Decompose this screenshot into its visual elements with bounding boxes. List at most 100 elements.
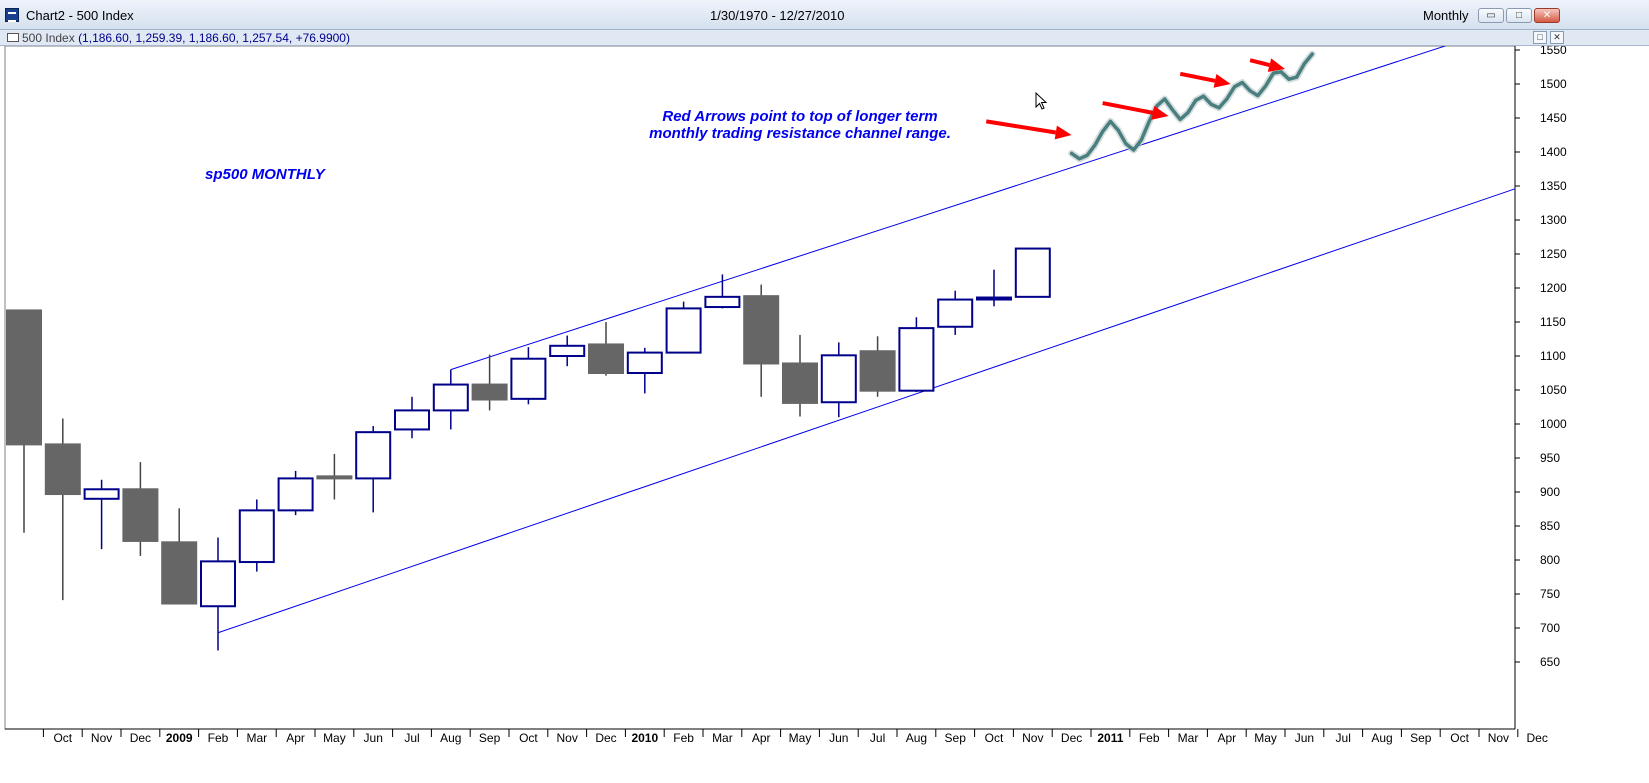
series-values: (1,186.60, 1,259.39, 1,186.60, 1,257.54,… <box>78 31 350 45</box>
candle-body <box>238 509 275 564</box>
close-button[interactable]: ✕ <box>1534 8 1560 23</box>
x-tick-label: Oct <box>1450 731 1469 745</box>
candle-body <box>665 307 702 354</box>
candle-body <box>743 295 780 365</box>
x-tick-label: Feb <box>673 731 694 745</box>
x-tick-label: Aug <box>1371 731 1392 745</box>
candle-body <box>626 351 663 375</box>
candle <box>161 508 198 605</box>
annotation-line-2: monthly trading resistance channel range… <box>649 125 951 142</box>
series-name: 500 Index <box>22 31 75 45</box>
candle-body <box>820 354 857 404</box>
candle <box>277 470 314 516</box>
x-tick-label: Mar <box>712 731 733 745</box>
x-tick-label: Aug <box>906 731 927 745</box>
y-tick-label: 1250 <box>1540 247 1567 261</box>
x-tick-label: Jul <box>404 731 419 745</box>
x-tick-label: May <box>1254 731 1277 745</box>
y-tick-label: 1400 <box>1540 145 1567 159</box>
x-tick-label: 2010 <box>631 731 658 745</box>
restore-pane-button[interactable]: □ <box>1533 31 1547 44</box>
candle-body <box>510 357 547 400</box>
y-tick-label: 1500 <box>1540 77 1567 91</box>
x-tick-label: Dec <box>1527 731 1548 745</box>
y-tick-label: 1450 <box>1540 111 1567 125</box>
chart-app-icon[interactable] <box>5 8 19 22</box>
title-bar: Chart2 - 500 Index 1/30/1970 - 12/27/201… <box>0 0 1649 30</box>
legend-bar: 500 Index (1,186.60, 1,259.39, 1,186.60,… <box>0 30 1649 46</box>
arrow-shaft <box>985 119 1057 135</box>
candle-body <box>549 344 586 357</box>
candle-body <box>394 409 430 431</box>
x-tick-label: Nov <box>557 731 578 745</box>
candle-body <box>937 298 974 328</box>
x-tick-label: Mar <box>1178 731 1199 745</box>
x-tick-label: Feb <box>208 731 229 745</box>
candle-body <box>355 431 392 480</box>
close-pane-button[interactable]: ✕ <box>1550 31 1564 44</box>
candle-body <box>6 309 42 446</box>
x-tick-label: Apr <box>286 731 305 745</box>
y-tick-label: 700 <box>1540 621 1560 635</box>
chart-title: sp500 MONTHLY <box>205 166 325 183</box>
x-tick-label: Aug <box>440 731 461 745</box>
date-range: 1/30/1970 - 12/27/2010 <box>710 8 845 23</box>
candle <box>355 426 392 513</box>
x-tick-label: Sep <box>1410 731 1432 745</box>
red-arrow <box>985 119 1072 140</box>
x-tick-label: Jul <box>870 731 885 745</box>
candle <box>122 462 159 556</box>
y-tick-label: 650 <box>1540 655 1560 669</box>
y-tick-label: 1200 <box>1540 281 1567 295</box>
candle <box>83 479 120 550</box>
projection-path <box>1069 52 1314 161</box>
candle <box>665 301 702 354</box>
x-tick-label: Jun <box>364 731 383 745</box>
red-arrow <box>1102 101 1169 120</box>
arrow-shaft <box>1179 71 1216 83</box>
candlestick-chart[interactable]: 650 700 750 800 850 900 950 1000 1050 1100 1150 120… <box>0 46 1649 783</box>
candle <box>471 354 508 411</box>
red-arrow <box>1179 71 1231 88</box>
x-tick-label: Sep <box>945 731 967 745</box>
x-tick-label: Feb <box>1139 731 1160 745</box>
arrow-head <box>1213 73 1231 88</box>
candle <box>626 347 663 394</box>
candle <box>743 284 780 397</box>
y-tick-label: 1000 <box>1540 417 1567 431</box>
y-tick-label: 800 <box>1540 553 1560 567</box>
candle-body <box>44 443 81 496</box>
candle-body <box>83 488 120 500</box>
x-tick-label: Dec <box>595 731 616 745</box>
y-tick-label: 1550 <box>1540 46 1567 57</box>
candle <box>782 334 818 417</box>
candle <box>200 537 236 651</box>
candle <box>44 418 81 601</box>
x-tick-label: Dec <box>1061 731 1082 745</box>
minimize-button[interactable]: ▭ <box>1478 8 1504 23</box>
y-tick-label: 1050 <box>1540 383 1567 397</box>
arrow-head <box>1267 58 1285 72</box>
x-tick-label: Oct <box>985 731 1004 745</box>
x-tick-label: Apr <box>752 731 771 745</box>
x-tick-label: Nov <box>1488 731 1509 745</box>
maximize-button[interactable]: □ <box>1506 8 1532 23</box>
mouse-cursor-icon <box>1035 92 1048 110</box>
y-tick-label: 900 <box>1540 485 1560 499</box>
candle-body <box>859 350 896 392</box>
plot-area <box>4 46 1516 730</box>
candle <box>976 269 1012 307</box>
arrow-annotation: Red Arrows point to top of longer term m… <box>640 108 960 142</box>
candle-body <box>898 327 935 392</box>
y-tick-label: 1100 <box>1540 349 1566 363</box>
annotation-line-1: Red Arrows point to top of longer term <box>662 108 938 125</box>
candle <box>1014 247 1051 298</box>
candle <box>898 317 935 393</box>
candle-body <box>976 296 1012 301</box>
x-tick-label: 2009 <box>166 731 193 745</box>
y-tick-label: 1300 <box>1540 213 1567 227</box>
x-tick-label: Nov <box>1022 731 1043 745</box>
x-tick-label: Oct <box>53 731 72 745</box>
period-label[interactable]: Monthly <box>1423 8 1469 23</box>
candle-body <box>432 383 469 412</box>
